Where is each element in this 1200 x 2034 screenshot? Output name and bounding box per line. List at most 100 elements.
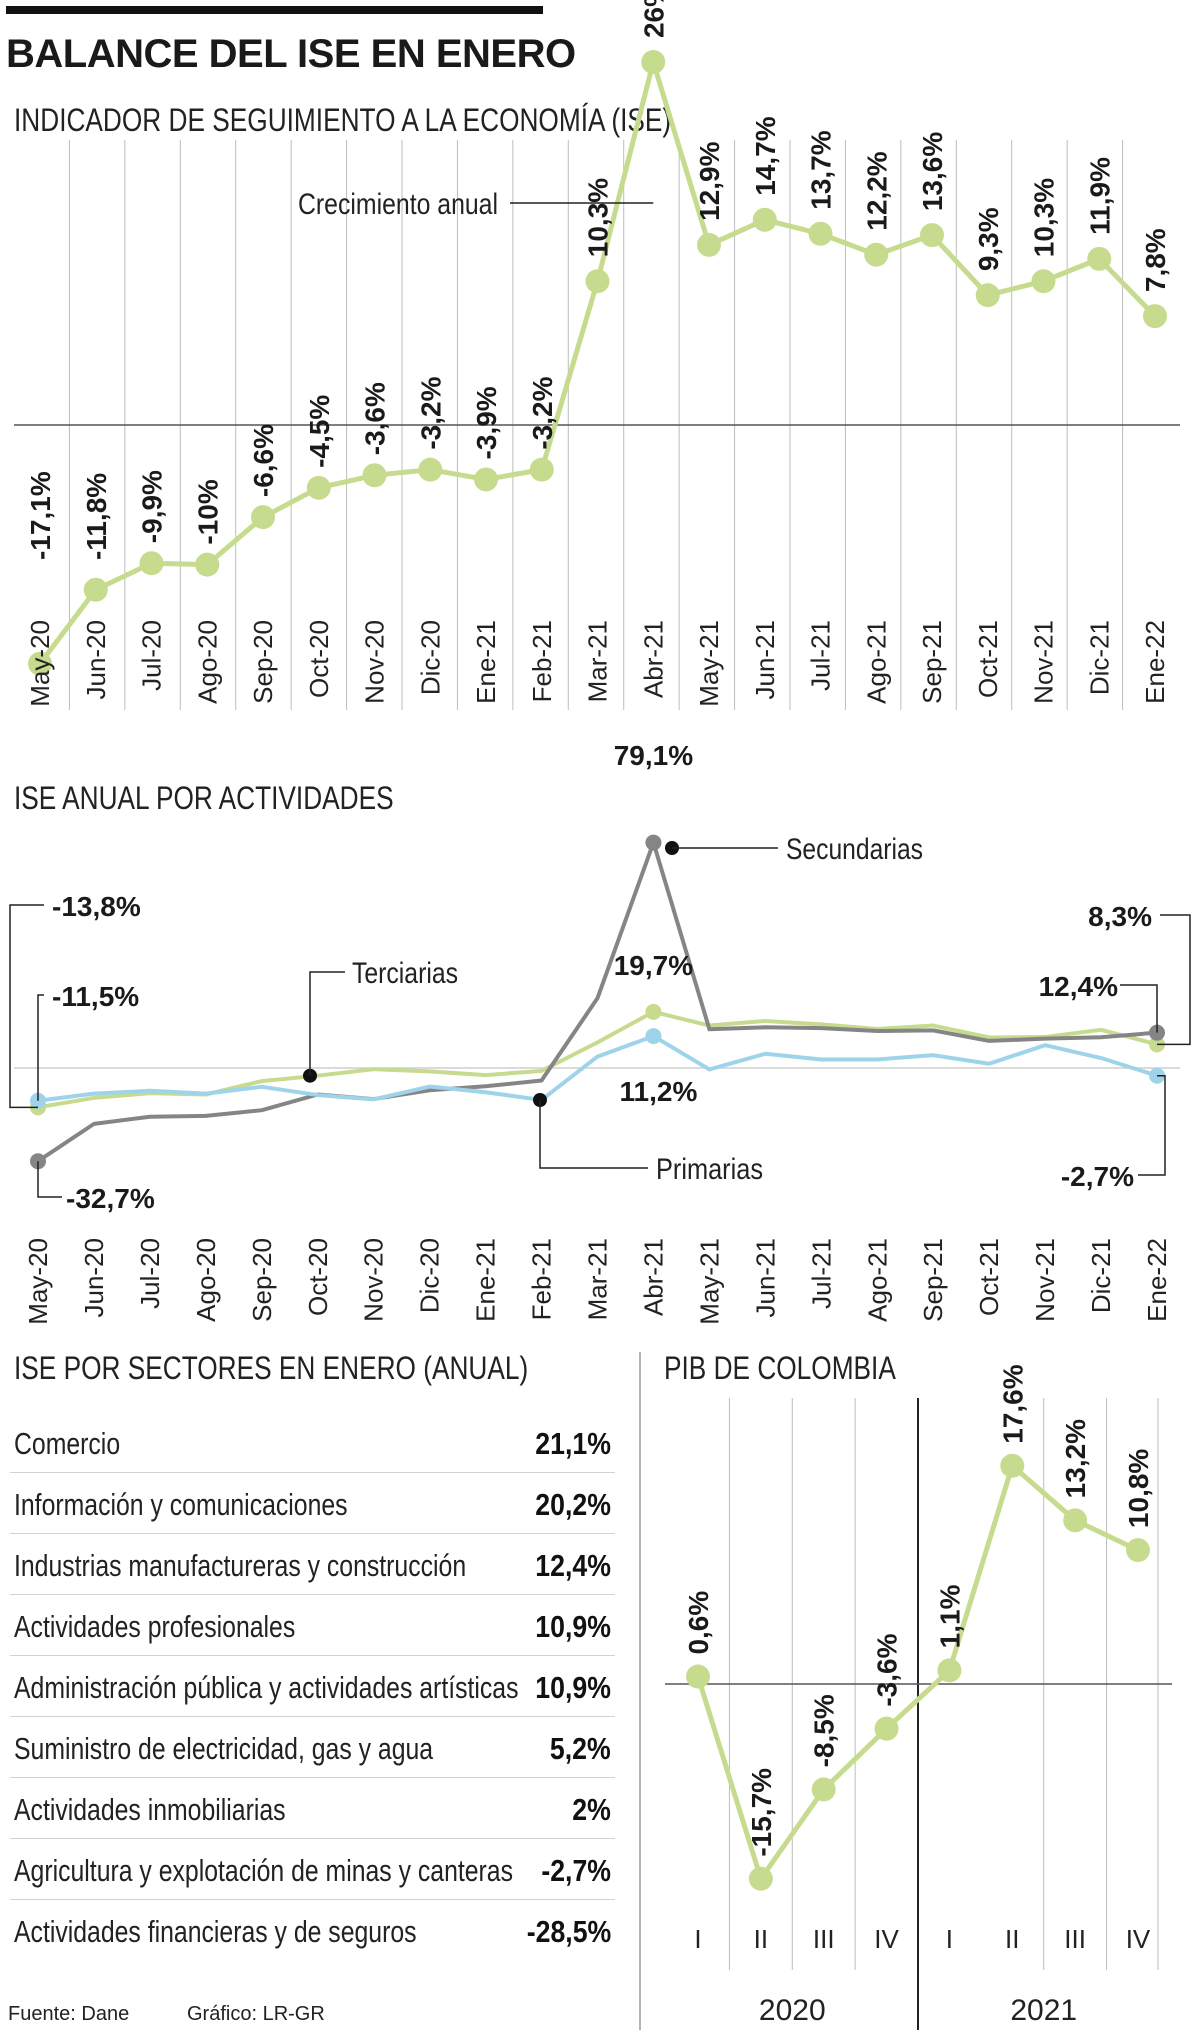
x-tick-label: Jul-20 — [135, 1238, 165, 1309]
x-tick-label: Dic-21 — [1086, 1238, 1116, 1313]
label-first-terciarias: -13,8% — [52, 891, 141, 922]
sector-value: 10,9% — [535, 1609, 611, 1644]
sector-value: 5,2% — [550, 1731, 611, 1766]
annotation-crecimiento-anual: Crecimiento anual — [298, 188, 498, 221]
x-tick-label: Sep-21 — [917, 620, 947, 704]
ise-line-chart: -17,1% May-20 -11,8% Jun-20 -9,9% Jul-20 -10% A… — [14, 0, 1180, 710]
data-point — [362, 463, 387, 488]
sectors-table: Comercio 21,1% Información y comunicacione… — [10, 1412, 615, 1960]
leader-terciarias — [309, 971, 345, 1076]
data-label: 10,8% — [1123, 1449, 1154, 1528]
data-label: -3,2% — [415, 376, 446, 449]
leader-first-primarias — [37, 994, 44, 1101]
data-point — [1063, 1508, 1088, 1533]
x-tick-label: Oct-21 — [973, 620, 1003, 698]
sector-value: 10,9% — [535, 1670, 611, 1705]
data-point — [920, 223, 944, 248]
activities-line-chart: -13,8% -11,5% -32,7% 79,1% 19,7% 11,2% 8,3% 12,… — [9, 740, 1191, 1325]
x-tick-label: Jul-21 — [806, 620, 836, 691]
x-tick-label: III — [813, 1924, 835, 1954]
data-label: -11,8% — [81, 473, 112, 560]
table-row: Suministro de electricidad, gas y agua 5,… — [10, 1717, 615, 1778]
x-tick-label: Abr-21 — [638, 620, 668, 698]
data-point — [808, 221, 833, 246]
data-label: 13,6% — [917, 132, 948, 211]
x-tick-label: Jun-21 — [750, 1238, 780, 1318]
sector-name: Actividades inmobiliarias — [14, 1792, 286, 1827]
leader-last-secundarias — [1120, 984, 1158, 1033]
x-tick-label: Oct-20 — [304, 620, 334, 698]
sector-value: -28,5% — [526, 1914, 611, 1949]
x-tick-label: II — [754, 1924, 768, 1954]
data-label: 10,3% — [583, 178, 614, 257]
table-row: Comercio 21,1% — [10, 1412, 615, 1473]
data-point — [418, 457, 443, 482]
data-point — [874, 1716, 899, 1741]
data-label: -8,5% — [809, 1694, 840, 1767]
x-tick-label: IV — [1126, 1924, 1151, 1954]
data-point — [937, 1658, 962, 1683]
x-tick-label: Ene-22 — [1140, 620, 1170, 704]
data-point — [752, 207, 777, 232]
x-tick-label: Jun-20 — [81, 620, 111, 700]
data-label: 26% — [638, 0, 669, 38]
x-tick-label: Abr-21 — [638, 1238, 668, 1316]
label-first-secundarias: -32,7% — [66, 1183, 155, 1214]
data-label: -3,9% — [471, 386, 502, 459]
data-label: 13,7% — [806, 130, 837, 209]
x-tick-label: Dic-20 — [415, 620, 445, 695]
data-label: -15,7% — [746, 1768, 777, 1857]
x-tick-label: I — [694, 1924, 701, 1954]
sector-name: Comercio — [14, 1426, 121, 1461]
data-point — [697, 232, 721, 257]
x-tick-label: Jul-21 — [806, 1238, 836, 1309]
data-point — [1000, 1453, 1025, 1478]
pib-chart-title: PIB DE COLOMBIA — [664, 1350, 896, 1386]
data-point — [1031, 269, 1056, 294]
annotation-primarias: Primarias — [656, 1153, 763, 1186]
series-line-secundarias — [36, 840, 1158, 1163]
data-label: 12,2% — [861, 151, 892, 230]
sector-name: Administración pública y actividades art… — [14, 1670, 519, 1705]
data-point — [645, 1003, 662, 1020]
data-label: -6,6% — [248, 424, 279, 497]
data-point — [864, 242, 889, 267]
x-tick-label: I — [946, 1924, 953, 1954]
x-tick-label: May-20 — [25, 620, 55, 707]
x-tick-label: Sep-20 — [247, 1238, 277, 1322]
activities-chart-title: ISE ANUAL POR ACTIVIDADES — [14, 780, 394, 816]
x-tick-label: Nov-21 — [1030, 1238, 1060, 1322]
leader-last-terciarias — [1157, 914, 1191, 1046]
data-point — [748, 1866, 773, 1891]
table-row: Actividades inmobiliarias 2% — [10, 1778, 615, 1839]
x-tick-label: Sep-20 — [248, 620, 278, 704]
data-point — [139, 551, 164, 576]
data-point — [645, 834, 662, 851]
x-tick-label: Ene-21 — [471, 620, 501, 704]
sector-value: 2% — [572, 1792, 611, 1827]
data-label: -9,9% — [137, 470, 168, 543]
label-peak-terciarias: 19,7% — [614, 950, 693, 981]
x-tick-label: Ago-21 — [861, 620, 891, 704]
data-point — [83, 577, 108, 602]
x-tick-label: Ene-21 — [471, 1238, 501, 1322]
data-label: -4,5% — [304, 395, 335, 468]
x-tick-label: Ago-20 — [191, 1238, 221, 1322]
sector-value: 12,4% — [535, 1548, 611, 1583]
leader-last-primarias — [1138, 1074, 1166, 1176]
sector-name: Industrias manufactureras y construcción — [14, 1548, 467, 1583]
data-point — [28, 651, 52, 676]
label-last-primarias: -2,7% — [1061, 1161, 1134, 1192]
x-tick-label: May-21 — [694, 1238, 724, 1325]
sector-name: Información y comunicaciones — [14, 1487, 348, 1522]
data-point — [529, 457, 554, 482]
data-point — [474, 467, 498, 492]
data-point — [811, 1777, 836, 1802]
table-row: Agricultura y explotación de minas y can… — [10, 1839, 615, 1900]
table-row: Actividades profesionales 10,9% — [10, 1595, 615, 1656]
sectors-table-title: ISE POR SECTORES EN ENERO (ANUAL) — [14, 1350, 529, 1386]
data-label: 0,6% — [683, 1591, 714, 1655]
year-label: 2021 — [1010, 1994, 1077, 2027]
label-peak-primarias: 11,2% — [620, 1076, 698, 1107]
x-tick-label: III — [1064, 1924, 1086, 1954]
